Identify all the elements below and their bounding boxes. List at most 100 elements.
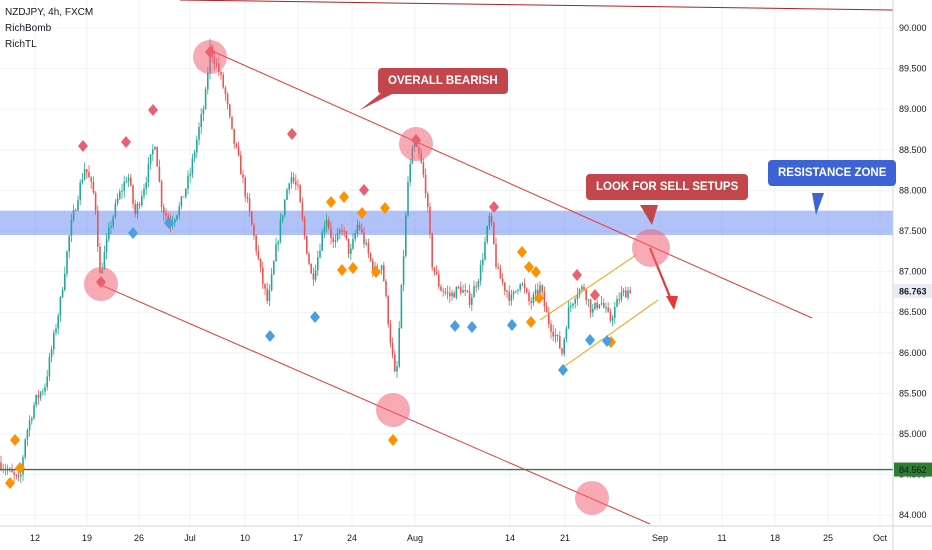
candle-body — [356, 224, 359, 234]
candle-body — [154, 146, 156, 150]
signal-diamond — [467, 321, 477, 333]
signal-markers — [5, 40, 670, 515]
signal-diamond — [517, 246, 527, 258]
candle-body — [517, 289, 519, 291]
signal-diamond — [339, 191, 349, 203]
candle-body — [611, 317, 614, 321]
candle-body — [464, 290, 466, 292]
candle-body — [266, 288, 268, 301]
candle-body — [31, 418, 33, 421]
candle-body — [66, 251, 68, 274]
candle-body — [543, 292, 546, 307]
x-tick-label: Aug — [407, 533, 423, 543]
candle-body — [367, 242, 370, 254]
candle-body — [317, 257, 319, 271]
signal-diamond — [524, 261, 534, 273]
lower-channel-line — [100, 284, 651, 525]
x-tick-label: Jul — [184, 533, 196, 543]
candle-body — [299, 185, 301, 203]
candle-body — [526, 288, 528, 293]
candle-body — [110, 226, 112, 228]
x-tick-label: 21 — [560, 533, 570, 543]
candle-body — [622, 290, 625, 293]
candle-body — [528, 292, 530, 302]
candle-body — [242, 174, 244, 178]
candle-body — [429, 206, 431, 235]
candle-body — [484, 241, 486, 260]
candle-body — [427, 193, 429, 207]
candle-body — [180, 196, 183, 207]
resistance-zone-callout: RESISTANCE ZONE — [768, 160, 897, 186]
candle-body — [264, 284, 266, 289]
candle-body — [207, 73, 209, 90]
candle-body — [202, 109, 205, 115]
candle-body — [475, 286, 477, 288]
highlight-circle — [575, 481, 609, 515]
candle-body — [270, 274, 273, 291]
candle-body — [506, 290, 508, 293]
candle-body — [290, 177, 293, 184]
support-price-tag — [894, 462, 932, 477]
candle-body — [563, 339, 565, 354]
candle-body — [125, 181, 128, 183]
candle-body — [572, 303, 574, 306]
x-tick-label: 19 — [82, 533, 92, 543]
candle-body — [587, 299, 590, 301]
candle-body — [248, 198, 251, 212]
signal-diamond — [558, 364, 568, 376]
candle-body — [548, 312, 550, 325]
indicator-richtl: RichTL — [5, 39, 37, 50]
candle-body — [460, 287, 462, 293]
candle-body — [391, 343, 394, 355]
candle-body — [363, 232, 365, 244]
candle-body — [121, 190, 123, 192]
candle-body — [94, 192, 97, 211]
candle-body — [257, 251, 260, 259]
candle-body — [545, 306, 548, 313]
candle-body — [178, 206, 180, 216]
candle-body — [592, 308, 594, 313]
candle-body — [354, 233, 356, 240]
candle-body — [462, 290, 464, 293]
candle-body — [314, 270, 317, 280]
candle-body — [64, 273, 66, 290]
candle-body — [35, 394, 37, 406]
candle-body — [273, 261, 275, 275]
sell-setups-callout: LOOK FOR SELL SETUPS — [586, 174, 749, 200]
candle-body — [598, 304, 601, 309]
signal-diamond — [337, 264, 347, 276]
candle-body — [28, 420, 31, 431]
candle-body — [295, 181, 297, 185]
chart-legend: NZDJPY, 4h, FXCM RichBomb RichTL — [5, 5, 93, 53]
candle-body — [431, 234, 433, 268]
candle-body — [189, 173, 191, 176]
signal-diamond — [310, 311, 320, 323]
candle-body — [625, 290, 627, 298]
signal-diamond — [534, 292, 544, 304]
candle-body — [523, 283, 526, 289]
support-price-label: 84.562 — [899, 465, 927, 475]
candle-body — [191, 158, 194, 174]
candle-body — [603, 303, 605, 308]
signal-diamond — [78, 140, 88, 152]
candle-body — [86, 169, 88, 173]
candle-body — [72, 209, 75, 221]
candle-body — [499, 268, 502, 279]
candle-body — [231, 116, 233, 129]
signal-diamond — [5, 477, 15, 489]
candle-body — [620, 292, 623, 300]
candle-body — [251, 211, 253, 225]
candle-body — [396, 366, 398, 372]
candle-body — [42, 391, 44, 393]
candle-body — [440, 286, 442, 291]
candle-body — [268, 290, 271, 301]
candle-body — [79, 182, 81, 201]
time-axis: 12 19 26 Jul 10 17 24 Aug 14 21 Sep 11 18 25 Oct — [0, 525, 932, 543]
signal-diamond — [326, 196, 336, 208]
candle-body — [567, 307, 570, 329]
signal-diamond — [128, 227, 138, 239]
y-tick-label: 85.500 — [899, 388, 927, 398]
y-tick-label: 87.000 — [899, 267, 927, 277]
candle-body — [44, 387, 46, 392]
